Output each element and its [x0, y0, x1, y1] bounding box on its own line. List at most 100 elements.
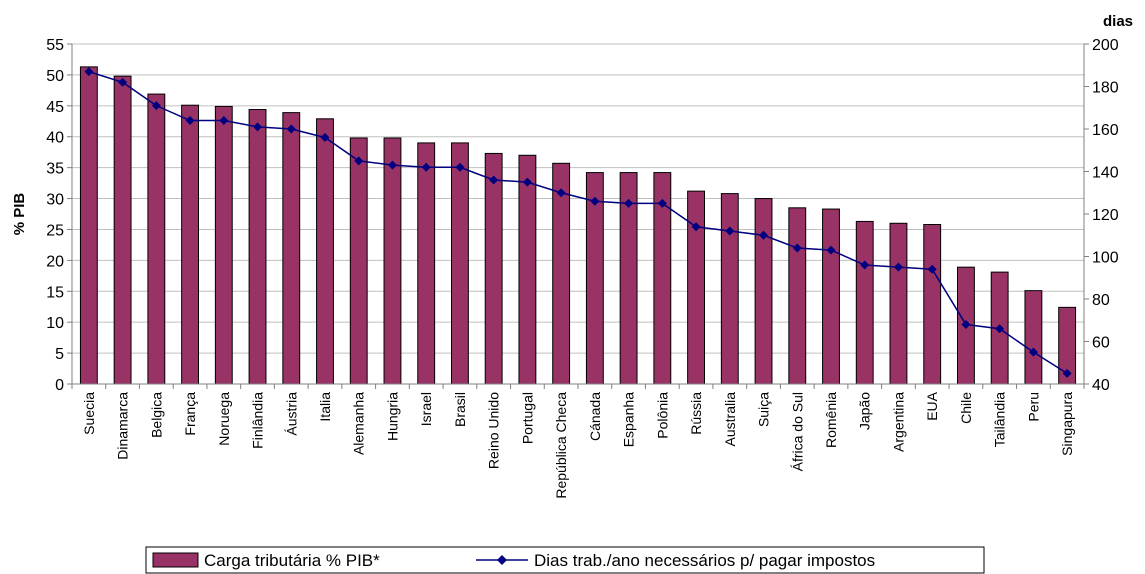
- y-tick-label: 45: [46, 99, 64, 116]
- legend: Carga tributária % PIB* Dias trab./ano n…: [145, 546, 985, 574]
- y2-tick-label: 180: [1092, 80, 1119, 97]
- bar: [923, 224, 942, 385]
- y2-tick-label: 140: [1092, 165, 1119, 182]
- x-tick-label: Alemanha: [351, 392, 367, 455]
- line-marker: [826, 245, 836, 255]
- line-marker: [725, 226, 735, 236]
- line-marker: [759, 230, 769, 240]
- line-marker: [489, 175, 499, 185]
- line-marker: [556, 188, 566, 198]
- x-tick-label: Japão: [857, 392, 873, 430]
- x-tick-label: Suecia: [81, 392, 97, 435]
- bar: [147, 93, 166, 385]
- line-marker: [961, 320, 971, 329]
- bar: [754, 198, 773, 385]
- x-tick-label: Tailândia: [992, 392, 1008, 447]
- line-marker: [624, 198, 634, 208]
- bar: [720, 193, 739, 385]
- bar: [349, 137, 368, 385]
- bar: [451, 142, 469, 385]
- category-labels: Suecia Dinamarca Belgica França Noruega Finlâ…: [71, 384, 1085, 499]
- y2-tick-label: 160: [1092, 122, 1119, 139]
- bar: [788, 207, 807, 385]
- line-marker: [792, 243, 802, 253]
- line-marker: [118, 77, 128, 87]
- bar: [282, 112, 301, 385]
- x-tick-label: Italia: [317, 392, 333, 422]
- line-marker: [691, 222, 701, 232]
- y2-tick-label: 60: [1092, 335, 1110, 352]
- y2-axis-title: dias: [1103, 13, 1133, 30]
- line-marker: [893, 262, 903, 272]
- y2-tick-label: 100: [1092, 250, 1119, 267]
- line-marker: [1062, 368, 1072, 378]
- line-marker: [421, 162, 431, 172]
- line-marker: [219, 116, 229, 125]
- x-tick-label: Portugal: [519, 392, 535, 444]
- bar: [383, 137, 402, 385]
- line-series: [84, 67, 1072, 378]
- x-tick-label: Polônia: [654, 392, 670, 439]
- y-tick-label: 25: [46, 222, 64, 239]
- x-tick-label: Espanha: [621, 392, 637, 447]
- y-tick-label: 55: [46, 37, 64, 54]
- x-tick-label: Romênia: [823, 392, 839, 448]
- line-marker: [927, 264, 937, 274]
- y-tick-label: 15: [46, 284, 64, 301]
- bar: [855, 220, 874, 385]
- x-tick-label: Argentina: [890, 392, 906, 452]
- x-tick-label: França: [182, 392, 198, 436]
- x-tick-label: Peru: [1025, 392, 1041, 422]
- y2-tick-label: 200: [1092, 37, 1119, 54]
- line-marker: [387, 160, 397, 170]
- x-tick-label: África do Sul: [789, 392, 805, 471]
- y-tick-label: 5: [55, 346, 64, 363]
- x-tick-label: Rússia: [688, 392, 704, 435]
- bar: [822, 208, 840, 385]
- bar: [316, 118, 334, 385]
- bar: [484, 152, 503, 385]
- bar: [214, 105, 233, 385]
- y-tick-label: 0: [55, 377, 64, 394]
- legend-line-label: Dias trab./ano necessários p/ pagar impo…: [534, 551, 875, 570]
- legend-box: [145, 546, 985, 574]
- x-tick-label: Noruega: [216, 392, 232, 446]
- x-tick-label: Hungria: [384, 392, 400, 441]
- line-marker: [657, 198, 667, 208]
- bar: [889, 222, 908, 385]
- left-axis-ticks: 0 5 10 15 20 25 30 35 40 45 50 55: [46, 37, 72, 394]
- bar: [181, 104, 199, 385]
- x-tick-label: República Checa: [553, 392, 569, 499]
- bar: [417, 142, 436, 385]
- x-tick-label: Israel: [418, 392, 434, 426]
- x-tick-label: Brasil: [452, 392, 468, 427]
- y-tick-label: 30: [46, 192, 64, 209]
- line-marker: [84, 67, 94, 77]
- legend-bar-swatch: [152, 552, 199, 568]
- x-tick-label: Suiça: [756, 392, 772, 427]
- line-marker: [354, 156, 364, 166]
- y-axis-title: % PIB: [11, 193, 28, 236]
- x-tick-label: Cánada: [587, 392, 603, 441]
- line-marker: [995, 324, 1005, 334]
- bar: [79, 66, 98, 385]
- legend-bar-label: Carga tributária % PIB*: [204, 551, 380, 570]
- y-tick-label: 10: [46, 315, 64, 332]
- line-marker: [320, 133, 330, 142]
- x-tick-label: Finlândia: [250, 392, 266, 449]
- line-marker: [860, 260, 870, 270]
- line-path: [88, 70, 1068, 375]
- bar: [1024, 290, 1043, 385]
- line-marker: [1028, 347, 1038, 357]
- x-tick-label: Reino Unido: [486, 392, 502, 469]
- x-tick-label: Belgica: [148, 392, 164, 438]
- y-tick-label: 20: [46, 253, 64, 270]
- line-marker: [185, 116, 195, 125]
- x-tick-label: Australia: [722, 392, 738, 447]
- y-tick-label: 40: [46, 130, 64, 147]
- gridlines: [72, 43, 1084, 354]
- x-tick-label: Chile: [958, 392, 974, 424]
- right-axis-ticks: 40 60 80 100 120 140 160 180 200: [1084, 37, 1119, 394]
- y-tick-label: 50: [46, 68, 64, 85]
